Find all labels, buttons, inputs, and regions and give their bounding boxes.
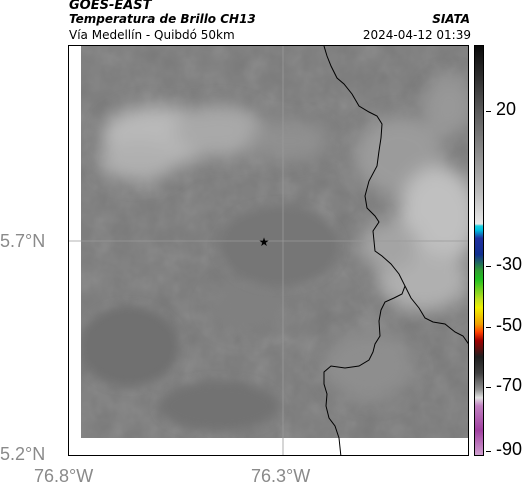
map-frame: ★ [68, 45, 469, 456]
colorbar-tick [486, 111, 491, 112]
lat-label-2: 5.2°N [0, 444, 46, 464]
title-region: Vía Medellín - Quibdó 50km [69, 28, 235, 42]
colorbar-label: -70 [496, 375, 523, 395]
boundary-line [323, 46, 406, 455]
boundary-east [404, 285, 468, 345]
colorbar-tick [486, 451, 491, 452]
title-product: Temperatura de Brillo CH13 [69, 12, 256, 26]
colorbar-tick [486, 266, 491, 267]
lon-label-2: 76.3°W [251, 466, 311, 486]
title-agency: GOES-EAST [69, 0, 152, 13]
colorbar-tick [486, 387, 491, 388]
lat-label-1: 5.7°N [0, 231, 46, 251]
colorbar-label: -50 [496, 315, 523, 335]
colorbar [474, 45, 484, 456]
lon-label-1: 76.8°W [34, 466, 94, 486]
colorbar-tick [486, 327, 491, 328]
colorbar-label: -30 [496, 254, 523, 274]
colorbar-label: 20 [496, 99, 517, 119]
title-timestamp: 2024-04-12 01:39 [362, 28, 471, 42]
map-canvas: ★ [69, 46, 468, 455]
star-marker-icon: ★ [259, 235, 270, 249]
darker-patches [79, 206, 339, 431]
colorbar-label: -90 [496, 439, 523, 459]
title-source: SIATA [432, 12, 470, 26]
